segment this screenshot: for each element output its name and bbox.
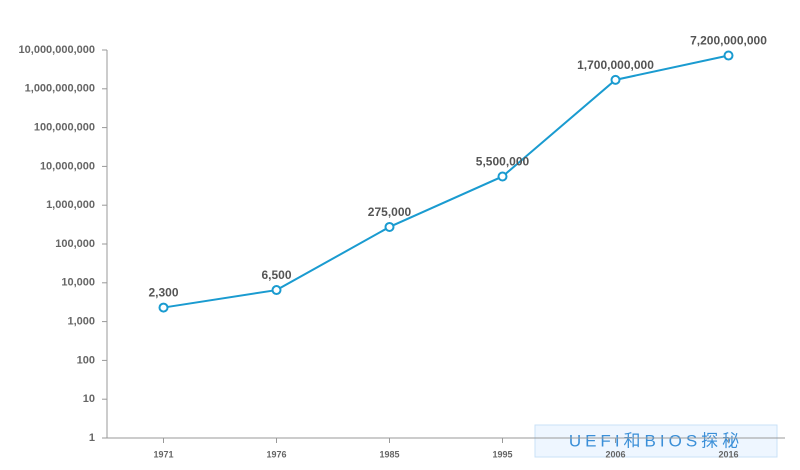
- y-tick-label: 100,000: [55, 238, 95, 250]
- y-tick-label: 100: [77, 354, 95, 366]
- y-tick-label: 1,000,000: [46, 199, 95, 211]
- x-tick-label: 1985: [379, 449, 399, 459]
- y-tick-label: 10,000: [61, 277, 95, 289]
- x-tick-label: 1995: [492, 449, 512, 459]
- series-line: [163, 54, 729, 309]
- data-label: 1,700,000,000: [577, 58, 654, 72]
- data-point: [723, 50, 734, 61]
- y-tick-label: 10,000,000: [40, 160, 95, 172]
- x-tick-label: 2016: [718, 449, 738, 459]
- y-tick-label: 100,000,000: [34, 122, 95, 134]
- data-point: [384, 221, 395, 232]
- y-tick-label: 10,000,000,000: [19, 44, 95, 56]
- x-tick-label: 1976: [266, 449, 286, 459]
- data-point: [497, 171, 508, 182]
- data-point: [271, 285, 282, 296]
- x-tick-label: 1971: [153, 449, 173, 459]
- data-label: 7,200,000,000: [690, 34, 767, 48]
- data-point: [158, 302, 169, 313]
- watermark-box: [534, 424, 778, 458]
- x-tick-label: 2006: [605, 449, 625, 459]
- watermark: UEFI和BIOS探秘: [569, 431, 743, 450]
- data-label: 275,000: [368, 205, 412, 219]
- data-label: 5,500,000: [476, 155, 530, 169]
- y-tick-label: 1,000,000,000: [25, 83, 95, 95]
- y-tick-label: 10: [83, 393, 95, 405]
- y-tick-label: 1: [89, 432, 95, 444]
- y-tick-label: 1,000: [67, 316, 95, 328]
- data-point: [610, 74, 621, 85]
- data-label: 2,300: [148, 286, 178, 300]
- data-label: 6,500: [261, 268, 291, 282]
